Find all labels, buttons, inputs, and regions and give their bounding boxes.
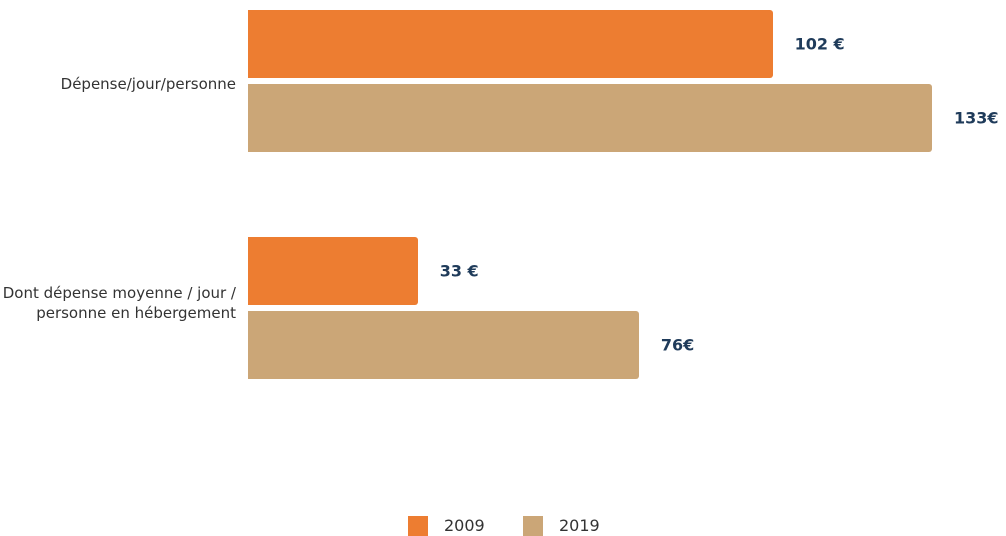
value-label: 133€ (954, 108, 999, 128)
bar (248, 311, 639, 379)
legend-swatch (523, 516, 543, 536)
value-label: 76€ (660, 335, 695, 355)
category-label: Dépense/jour/personne (60, 75, 236, 93)
bar (248, 10, 773, 78)
value-label: 33 € (439, 261, 479, 281)
category-label: Dont dépense moyenne / jour / personne e… (2, 284, 236, 322)
bar (248, 84, 932, 152)
legend-label: 2019 (559, 516, 600, 535)
legend-label: 2009 (444, 516, 485, 535)
bar (248, 237, 418, 305)
legend-swatch (408, 516, 428, 536)
value-label: 102 € (794, 34, 845, 54)
